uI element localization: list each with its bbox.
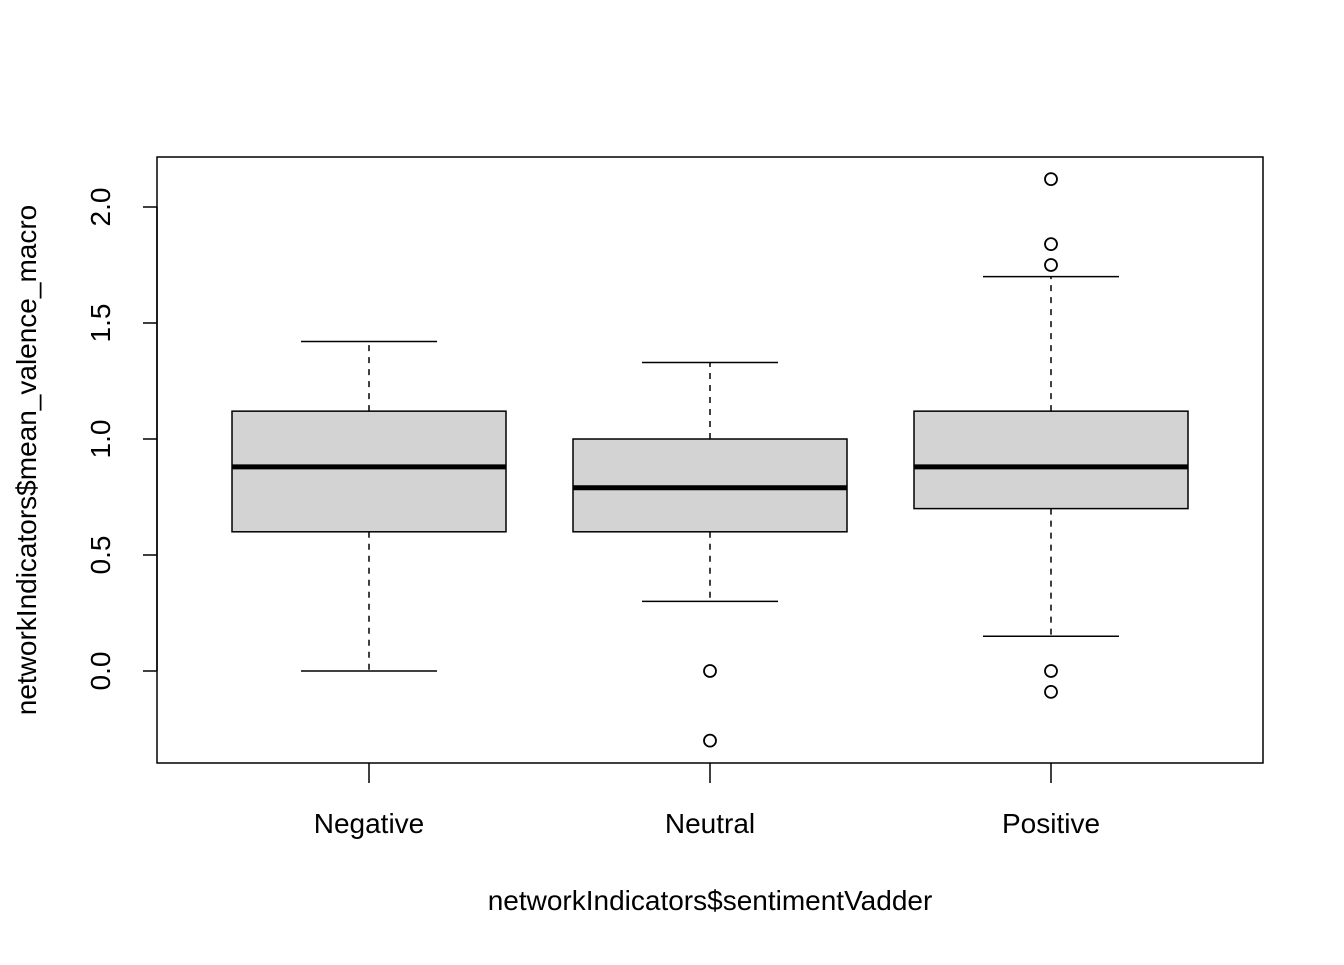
outlier-point-positive-1 bbox=[1044, 172, 1058, 187]
x-tick-label-negative: Negative bbox=[314, 808, 425, 839]
x-axis: Negative Neutral Positive bbox=[314, 763, 1100, 839]
x-tick-label-positive: Positive bbox=[1002, 808, 1100, 839]
box-group-neutral bbox=[572, 361, 848, 748]
outlier-point-positive-2 bbox=[1044, 237, 1058, 252]
outlier-point-positive-3 bbox=[1044, 258, 1058, 272]
outlier-point-positive-4 bbox=[1044, 664, 1058, 678]
outlier-point-positive-5 bbox=[1044, 684, 1058, 699]
y-axis-label: networkIndicators$mean_valence_macro bbox=[11, 205, 42, 716]
y-tick-label-1: 0.5 bbox=[85, 536, 116, 575]
outlier-point-neutral-2 bbox=[703, 733, 717, 748]
x-axis-label: networkIndicators$sentimentVadder bbox=[488, 885, 933, 916]
y-axis: 0.0 0.5 1.0 1.5 2.0 bbox=[85, 188, 158, 691]
box-negative bbox=[231, 410, 507, 533]
box-group-positive bbox=[913, 172, 1189, 699]
box-group-negative bbox=[231, 340, 507, 672]
y-tick-label-4: 2.0 bbox=[85, 188, 116, 227]
outlier-point-neutral-1 bbox=[703, 664, 717, 678]
y-tick-label-2: 1.0 bbox=[85, 420, 116, 459]
boxes-layer bbox=[231, 172, 1189, 748]
y-tick-label-3: 1.5 bbox=[85, 304, 116, 343]
y-tick-label-0: 0.0 bbox=[85, 652, 116, 691]
x-tick-label-neutral: Neutral bbox=[665, 808, 755, 839]
box-positive bbox=[913, 410, 1189, 510]
